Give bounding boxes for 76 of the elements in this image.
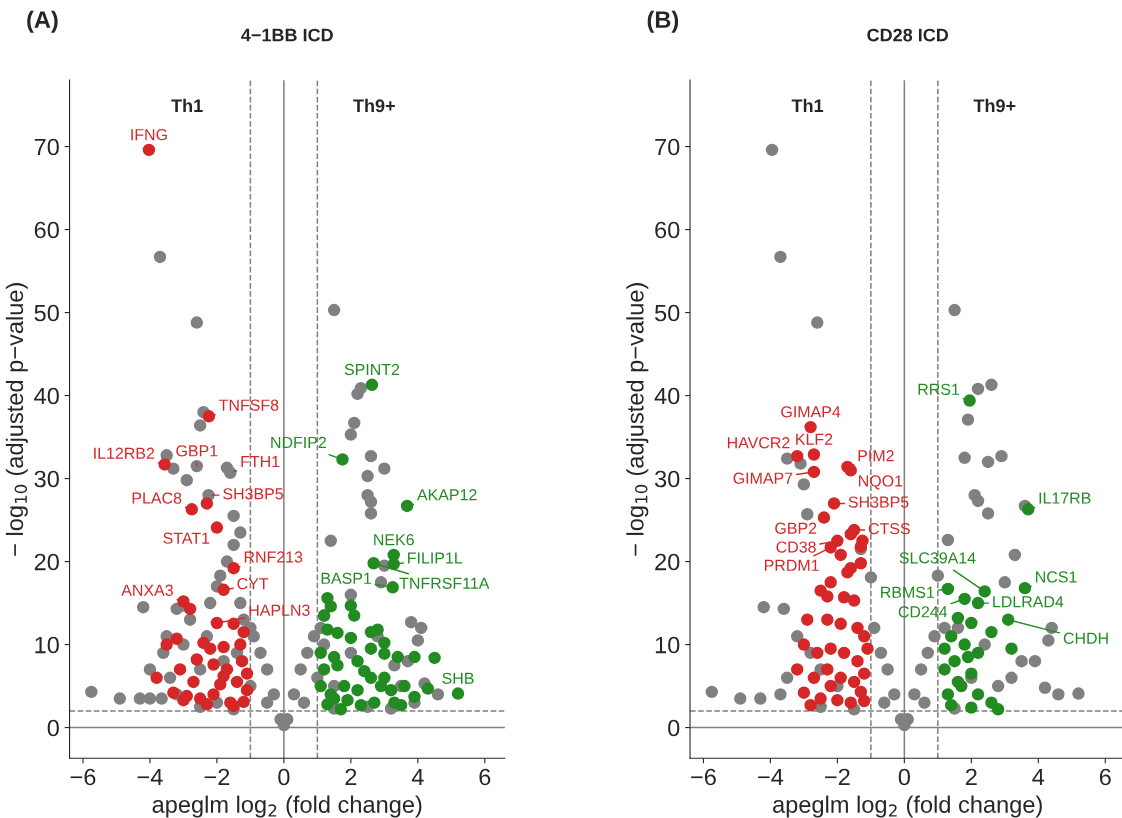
x-axis-title: apeglm log$_{2}$ (fold change) [773, 795, 1042, 818]
y-axis-title: − log$_{10}$ (adjusted p−value) [626, 283, 649, 556]
annotation: ANXA3 [121, 584, 173, 596]
annotation: RRS1 [918, 383, 960, 396]
y-axis-title: − log$_{10}$ (adjusted p−value) [5, 283, 28, 556]
annotation: PIM2 [858, 450, 894, 462]
annotation: FTH1 [241, 456, 280, 468]
annotation: GIMAP7 [733, 472, 793, 484]
y-tick-label: 0 [668, 719, 680, 737]
annotation: IL12RB2 [94, 447, 155, 459]
annotation: BASP1 [321, 572, 372, 584]
y-tick-label: 30 [34, 470, 59, 488]
annotation: LDLRAD4 [993, 596, 1064, 608]
annotation: IFNG [131, 128, 167, 141]
y-tick-label: 10 [35, 636, 59, 654]
annotation: RNF213 [244, 551, 303, 563]
y-tick-label: 30 [654, 470, 680, 488]
x-axis-title: apeglm log$_{2}$ (fold change) [152, 795, 422, 818]
y-tick-label: 70 [34, 138, 59, 156]
annotation: Th1 [171, 98, 203, 112]
x-tick-label: 0 [898, 768, 910, 786]
annotation: Th9+ [973, 98, 1016, 113]
annotation: PRDM1 [764, 559, 819, 571]
annotation: HAPLN3 [249, 604, 310, 616]
annotation: IL17RB [1039, 492, 1091, 504]
y-tick-label: 70 [655, 138, 680, 156]
annotation: HAVCR2 [727, 437, 790, 449]
annotation: CD38 [776, 541, 816, 553]
y-tick-label: 60 [34, 221, 59, 239]
annotation: KLF2 [796, 433, 833, 445]
x-tick-label: −6 [691, 768, 716, 786]
x-tick-label: 6 [1099, 768, 1111, 786]
y-tick-label: 50 [654, 304, 680, 322]
annotation: NQO1 [859, 475, 903, 490]
annotation: FILIP1L [408, 552, 463, 564]
x-tick-label: −6 [70, 768, 96, 786]
annotation: SHB [442, 672, 474, 684]
y-tick-label: 40 [654, 387, 680, 405]
y-tick-label: 10 [655, 636, 680, 654]
annotation: NDFIP2 [271, 436, 326, 448]
annotation: PLAC8 [132, 492, 182, 504]
y-tick-label: 40 [34, 387, 59, 405]
x-tick-label: 4 [411, 768, 424, 786]
y-tick-label: 50 [34, 304, 59, 322]
annotation: GBP1 [176, 445, 218, 457]
annotation: NCS1 [1036, 571, 1077, 583]
x-tick-label: 2 [965, 768, 977, 786]
annotation: GBP2 [775, 522, 817, 534]
y-tick-label: 20 [34, 553, 59, 571]
chart-title: 4−1BB ICD [241, 28, 333, 42]
annotation: CYT [237, 578, 269, 590]
x-tick-label: 0 [278, 768, 290, 786]
x-tick-label: −4 [137, 768, 163, 786]
annotation: AKAP12 [416, 489, 477, 501]
y-tick-label: 0 [47, 719, 59, 737]
annotation: Th1 [791, 98, 824, 112]
y-tick-label: 20 [655, 553, 680, 571]
y-tick-label: 60 [655, 221, 680, 239]
x-tick-label: 6 [479, 768, 491, 786]
text: (B) [647, 10, 679, 33]
x-tick-label: −4 [758, 768, 784, 786]
x-tick-label: −2 [825, 768, 850, 786]
annotation: TNFRSF11A [399, 577, 490, 589]
annotation: NEK6 [374, 534, 414, 546]
annotation: Th9+ [353, 98, 395, 113]
chart-title: CD28 ICD [867, 28, 949, 42]
annotation: STAT1 [163, 532, 210, 544]
text: (A) [27, 10, 58, 33]
annotation: GIMAP4 [781, 406, 841, 418]
x-tick-label: 2 [345, 768, 357, 786]
annotation: SPINT2 [344, 363, 400, 376]
annotation: TNFSF8 [219, 399, 279, 411]
x-tick-label: −2 [204, 768, 230, 786]
annotation: CHDH [1063, 632, 1108, 644]
x-tick-label: 4 [1032, 768, 1045, 786]
annotation: SH3BP5 [223, 488, 284, 500]
